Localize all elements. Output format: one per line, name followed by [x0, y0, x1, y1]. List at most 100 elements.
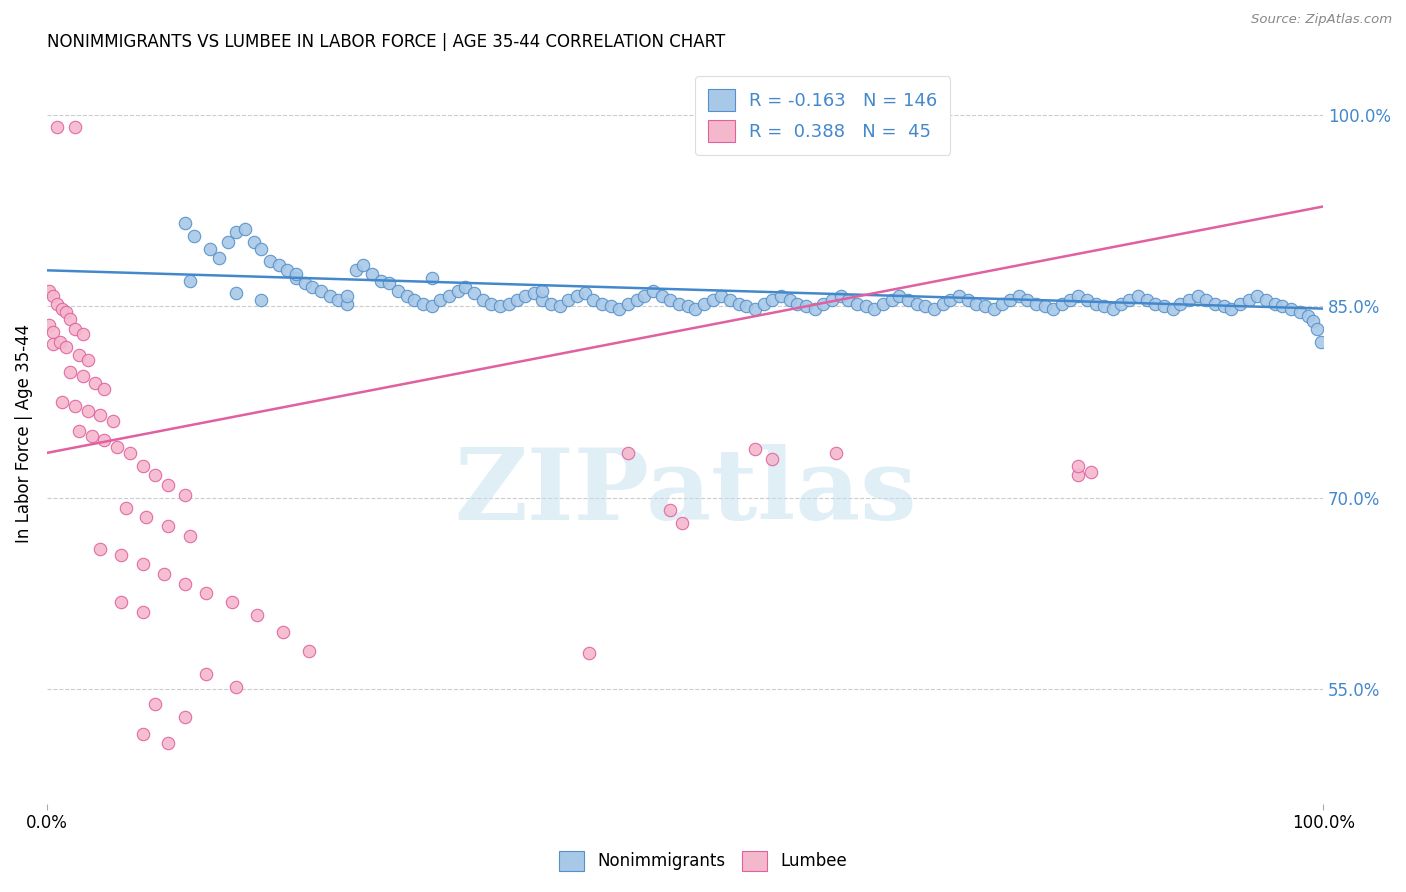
- Point: [727, 296, 749, 310]
- Point: [974, 299, 997, 313]
- Point: [702, 293, 724, 307]
- Point: [633, 289, 655, 303]
- Point: [284, 267, 307, 281]
- Point: [472, 293, 495, 307]
- Point: [1271, 299, 1294, 313]
- Point: [863, 301, 886, 316]
- Point: [93, 382, 115, 396]
- Point: [1237, 293, 1260, 307]
- Text: ZIPatlas: ZIPatlas: [454, 444, 917, 541]
- Point: [115, 500, 138, 515]
- Point: [1309, 334, 1331, 349]
- Point: [80, 429, 103, 443]
- Point: [55, 305, 77, 319]
- Point: [880, 293, 903, 307]
- Point: [51, 301, 73, 316]
- Point: [804, 301, 827, 316]
- Point: [153, 567, 176, 582]
- Point: [1306, 322, 1329, 336]
- Point: [948, 289, 970, 303]
- Point: [103, 414, 125, 428]
- Point: [326, 293, 349, 307]
- Y-axis label: In Labor Force | Age 35-44: In Labor Force | Age 35-44: [15, 324, 32, 543]
- Point: [173, 216, 195, 230]
- Point: [582, 293, 605, 307]
- Point: [105, 440, 128, 454]
- Point: [718, 293, 741, 307]
- Point: [135, 509, 157, 524]
- Point: [735, 299, 758, 313]
- Point: [319, 289, 342, 303]
- Point: [1059, 293, 1081, 307]
- Point: [1025, 296, 1047, 310]
- Point: [157, 736, 180, 750]
- Point: [811, 296, 834, 310]
- Point: [46, 296, 69, 310]
- Point: [1289, 305, 1312, 319]
- Point: [872, 296, 894, 310]
- Point: [515, 289, 537, 303]
- Point: [200, 242, 222, 256]
- Point: [1118, 293, 1140, 307]
- Point: [179, 274, 201, 288]
- Point: [311, 284, 333, 298]
- Point: [1153, 299, 1175, 313]
- Point: [616, 296, 638, 310]
- Point: [72, 369, 94, 384]
- Point: [658, 293, 681, 307]
- Point: [76, 403, 98, 417]
- Point: [63, 399, 86, 413]
- Point: [463, 286, 485, 301]
- Point: [531, 293, 554, 307]
- Point: [51, 394, 73, 409]
- Point: [591, 296, 613, 310]
- Point: [1092, 299, 1115, 313]
- Point: [1042, 301, 1064, 316]
- Point: [46, 120, 69, 135]
- Point: [447, 284, 470, 298]
- Point: [208, 251, 231, 265]
- Point: [626, 293, 648, 307]
- Point: [195, 586, 218, 600]
- Point: [63, 322, 86, 336]
- Point: [246, 608, 269, 623]
- Legend: Nonimmigrants, Lumbee: Nonimmigrants, Lumbee: [551, 842, 855, 880]
- Point: [1084, 296, 1107, 310]
- Point: [1143, 296, 1166, 310]
- Point: [145, 467, 167, 482]
- Point: [1033, 299, 1056, 313]
- Point: [145, 698, 167, 712]
- Point: [498, 296, 520, 310]
- Point: [744, 301, 766, 316]
- Point: [693, 296, 716, 310]
- Point: [131, 458, 153, 473]
- Point: [269, 258, 291, 272]
- Point: [914, 299, 936, 313]
- Point: [668, 296, 690, 310]
- Point: [55, 340, 77, 354]
- Point: [195, 666, 218, 681]
- Point: [540, 296, 562, 310]
- Point: [905, 296, 928, 310]
- Point: [294, 276, 316, 290]
- Point: [1195, 293, 1218, 307]
- Point: [454, 280, 477, 294]
- Point: [676, 299, 699, 313]
- Point: [658, 503, 681, 517]
- Point: [387, 284, 409, 298]
- Point: [59, 366, 82, 380]
- Point: [67, 348, 90, 362]
- Point: [89, 541, 111, 556]
- Point: [183, 228, 205, 243]
- Point: [131, 557, 153, 571]
- Point: [761, 452, 783, 467]
- Point: [336, 296, 359, 310]
- Point: [1015, 293, 1038, 307]
- Point: [837, 293, 859, 307]
- Point: [352, 258, 374, 272]
- Point: [157, 478, 180, 492]
- Point: [1080, 465, 1102, 479]
- Point: [179, 529, 201, 543]
- Point: [889, 289, 911, 303]
- Point: [429, 293, 451, 307]
